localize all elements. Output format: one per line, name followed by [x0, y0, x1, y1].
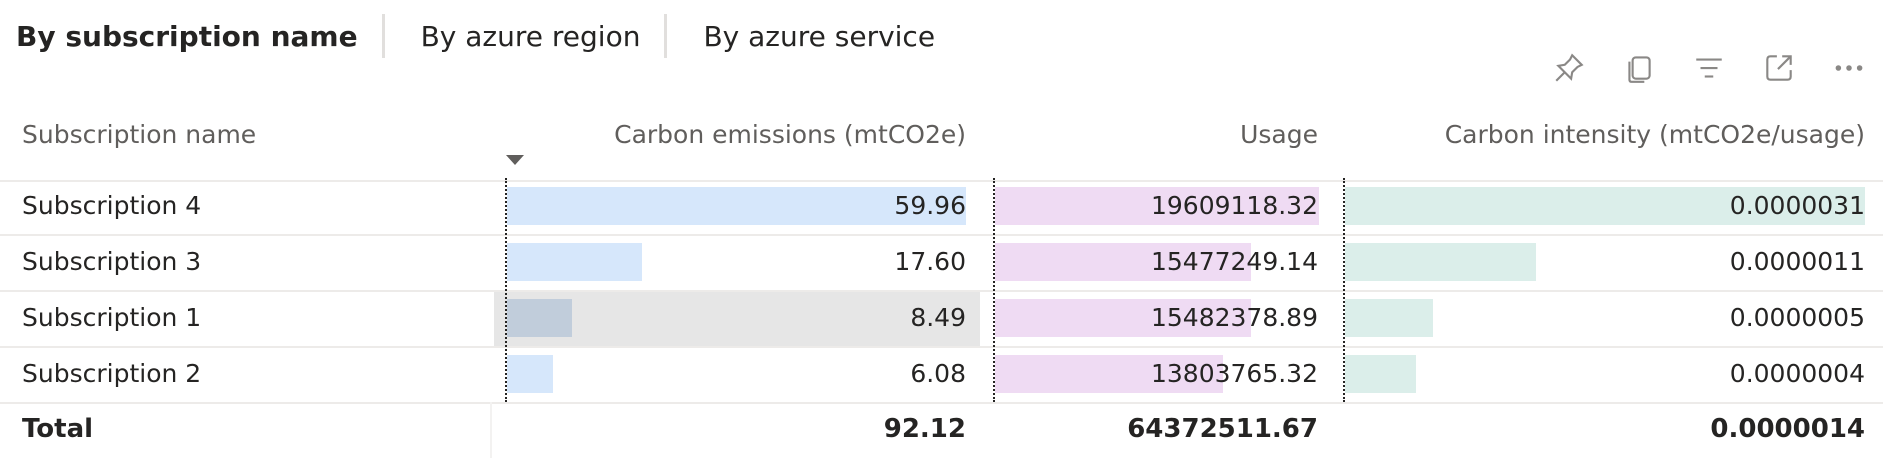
usage-data-bar: [995, 187, 1319, 225]
subscription-name-cell: Subscription 1: [22, 303, 202, 332]
sort-descending-icon: [506, 155, 524, 165]
more-options-icon: [1835, 65, 1863, 71]
focus-mode-icon: [1766, 55, 1792, 81]
carbon-intensity-value: 0.0000005: [1729, 303, 1865, 332]
column-divider: [993, 178, 995, 402]
total-label: Total: [22, 414, 94, 444]
column-divider: [1343, 178, 1345, 402]
carbon-intensity-data-bar: [1345, 355, 1416, 393]
carbon-intensity-data-bar: [1345, 243, 1536, 281]
copy-visual-button[interactable]: [1615, 44, 1663, 92]
subscription-name-cell: Subscription 3: [22, 247, 202, 276]
carbon-emissions-data-bar: [507, 355, 553, 393]
total-carbon-emissions: 92.12: [883, 414, 966, 444]
carbon-emissions-data-bar: [507, 187, 966, 225]
carbon-intensity-data-bar: [1345, 187, 1865, 225]
focus-mode-button[interactable]: [1755, 44, 1803, 92]
pin-icon: [1555, 53, 1584, 82]
tab-by-azure-region[interactable]: By azure region: [420, 19, 641, 53]
total-carbon-intensity: 0.0000014: [1710, 414, 1865, 444]
carbon-emissions-data-bar: [507, 299, 572, 337]
visual-tabs: By subscription name By azure region By …: [0, 0, 935, 72]
usage-data-bar: [995, 355, 1223, 393]
usage-value: 15482378.89: [1150, 303, 1318, 332]
carbon-intensity-value: 0.0000031: [1729, 191, 1865, 220]
subscription-name-cell: Subscription 4: [22, 191, 202, 220]
table-header-row: Subscription name Carbon emissions (mtCO…: [0, 98, 1883, 182]
tab-by-subscription-name[interactable]: By subscription name: [16, 19, 358, 53]
usage-data-bar: [995, 299, 1251, 337]
pin-visual-button[interactable]: [1545, 44, 1593, 92]
usage-value: 13803765.32: [1150, 359, 1318, 388]
visual-header-toolbar: [1545, 44, 1873, 92]
column-header-carbon-emissions[interactable]: Carbon emissions (mtCO2e): [614, 120, 966, 149]
more-options-button[interactable]: [1825, 44, 1873, 92]
column-header-carbon-intensity[interactable]: Carbon intensity (mtCO2e/usage): [1444, 120, 1865, 149]
carbon-emissions-data-bar: [507, 243, 642, 281]
table-row[interactable]: Subscription 1 8.49 15482378.89 0.0000005: [0, 292, 1883, 348]
subscription-name-cell: Subscription 2: [22, 359, 202, 388]
total-divider: [490, 402, 492, 458]
carbon-emissions-value: 6.08: [910, 359, 966, 388]
carbon-emissions-value: 17.60: [894, 247, 966, 276]
table-row[interactable]: Subscription 4 59.96 19609118.32 0.0000031: [0, 180, 1883, 236]
tab-divider: [664, 14, 668, 58]
carbon-intensity-value: 0.0000004: [1729, 359, 1865, 388]
column-header-subscription-name[interactable]: Subscription name: [22, 120, 257, 149]
tab-divider: [381, 14, 385, 58]
column-header-usage[interactable]: Usage: [1240, 120, 1318, 149]
carbon-intensity-data-bar: [1345, 299, 1433, 337]
carbon-emissions-value: 8.49: [910, 303, 966, 332]
row-highlight: [494, 292, 980, 346]
table-row[interactable]: Subscription 2 6.08 13803765.32 0.0000004: [0, 348, 1883, 404]
usage-data-bar: [995, 243, 1251, 281]
carbon-emissions-value: 59.96: [894, 191, 966, 220]
filter-button[interactable]: [1685, 44, 1733, 92]
tab-by-azure-service[interactable]: By azure service: [703, 19, 936, 53]
copy-icon: [1628, 56, 1651, 83]
carbon-intensity-value: 0.0000011: [1729, 247, 1865, 276]
usage-value: 15477249.14: [1150, 247, 1318, 276]
usage-value: 19609118.32: [1150, 191, 1318, 220]
filter-icon: [1696, 58, 1722, 78]
table-row[interactable]: Subscription 3 17.60 15477249.14 0.0000011: [0, 236, 1883, 292]
column-divider: [505, 178, 507, 402]
total-usage: 64372511.67: [1127, 414, 1318, 444]
